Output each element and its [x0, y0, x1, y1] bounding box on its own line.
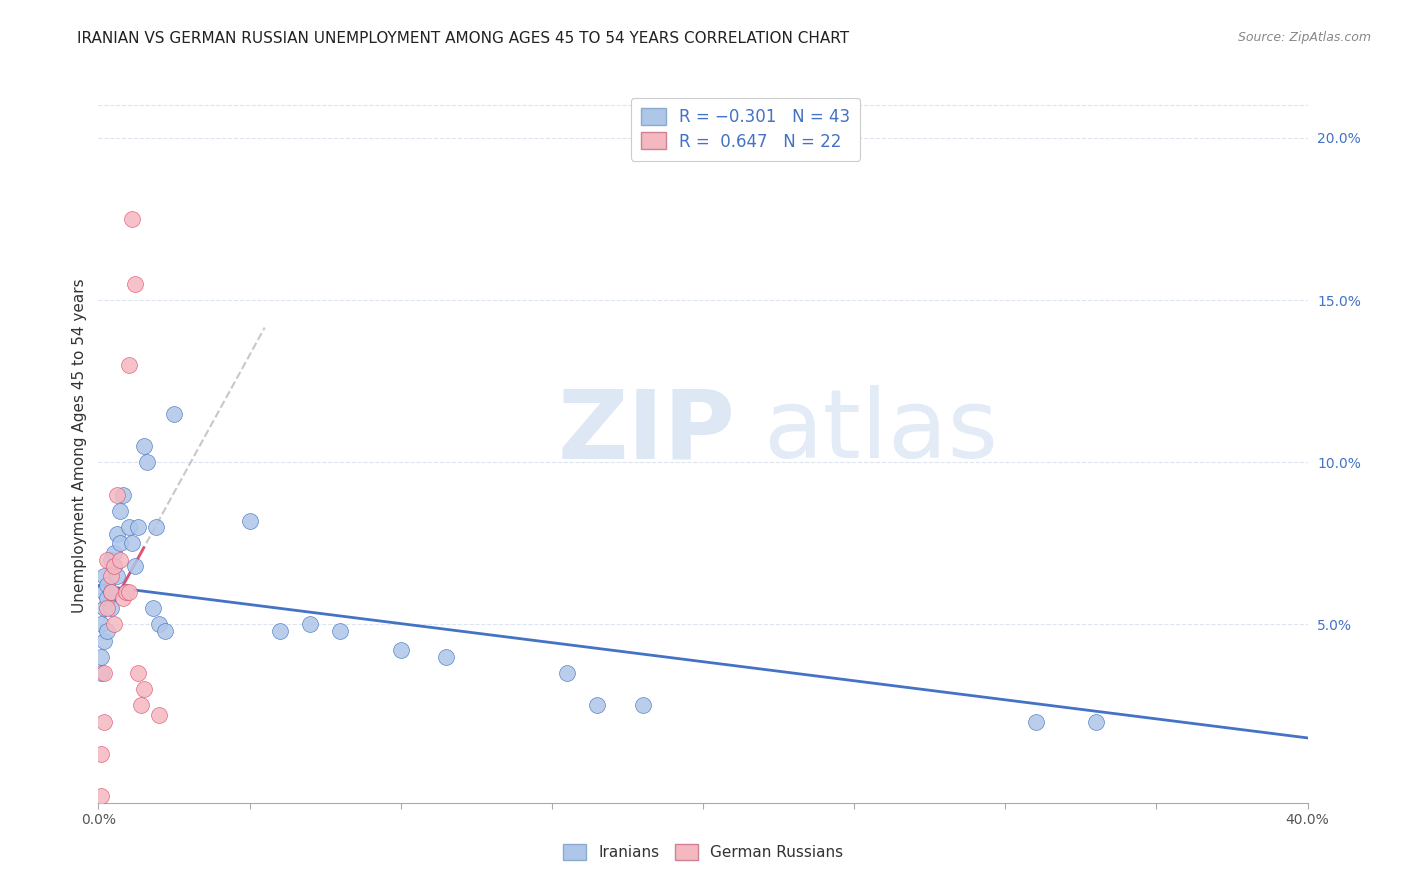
Point: [96, 624, 118, 638]
Point: [1085, 714, 1108, 729]
Text: Source: ZipAtlas.com: Source: ZipAtlas.com: [1237, 31, 1371, 45]
Point: [96, 552, 118, 566]
Point: [118, 520, 141, 534]
Point: [121, 211, 143, 226]
Point: [124, 277, 146, 291]
Point: [118, 585, 141, 599]
Point: [105, 568, 128, 582]
Point: [90, 789, 112, 804]
Point: [434, 649, 457, 664]
Point: [127, 666, 149, 681]
Point: [132, 439, 155, 453]
Point: [124, 559, 146, 574]
Point: [93, 601, 115, 615]
Point: [105, 526, 128, 541]
Point: [132, 682, 155, 697]
Point: [153, 624, 176, 638]
Point: [100, 568, 122, 582]
Point: [631, 698, 654, 713]
Point: [108, 536, 131, 550]
Point: [111, 488, 134, 502]
Point: [103, 617, 125, 632]
Text: ZIP: ZIP: [558, 385, 735, 478]
Point: [269, 624, 291, 638]
Point: [103, 559, 125, 574]
Point: [129, 698, 152, 713]
Point: [1024, 714, 1046, 729]
Point: [299, 617, 322, 632]
Point: [145, 520, 167, 534]
Point: [555, 666, 578, 681]
Point: [100, 585, 122, 599]
Point: [239, 514, 262, 528]
Point: [93, 585, 115, 599]
Point: [90, 747, 112, 761]
Point: [121, 536, 143, 550]
Text: IRANIAN VS GERMAN RUSSIAN UNEMPLOYMENT AMONG AGES 45 TO 54 YEARS CORRELATION CHA: IRANIAN VS GERMAN RUSSIAN UNEMPLOYMENT A…: [77, 31, 849, 46]
Point: [103, 546, 125, 560]
Point: [135, 455, 157, 469]
Point: [142, 601, 165, 615]
Point: [90, 617, 112, 632]
Point: [163, 407, 186, 421]
Point: [90, 666, 112, 681]
Text: atlas: atlas: [763, 385, 998, 478]
Text: ZIPatlas: ZIPatlas: [558, 385, 942, 478]
Point: [108, 504, 131, 518]
Point: [108, 552, 131, 566]
Point: [93, 633, 115, 648]
Point: [329, 624, 352, 638]
Point: [93, 666, 115, 681]
Point: [100, 585, 122, 599]
Legend: Iranians, German Russians: Iranians, German Russians: [557, 838, 849, 866]
Point: [93, 568, 115, 582]
Point: [100, 552, 122, 566]
Y-axis label: Unemployment Among Ages 45 to 54 years: Unemployment Among Ages 45 to 54 years: [72, 278, 87, 614]
Point: [96, 601, 118, 615]
Point: [118, 358, 141, 372]
Point: [100, 601, 122, 615]
Point: [96, 578, 118, 592]
Point: [93, 714, 115, 729]
Point: [586, 698, 609, 713]
Point: [105, 488, 128, 502]
Point: [111, 591, 134, 606]
Point: [96, 591, 118, 606]
Point: [148, 708, 170, 723]
Point: [127, 520, 149, 534]
Point: [103, 559, 125, 574]
Point: [389, 643, 412, 657]
Point: [114, 585, 136, 599]
Point: [148, 617, 170, 632]
Point: [114, 585, 136, 599]
Point: [90, 649, 112, 664]
